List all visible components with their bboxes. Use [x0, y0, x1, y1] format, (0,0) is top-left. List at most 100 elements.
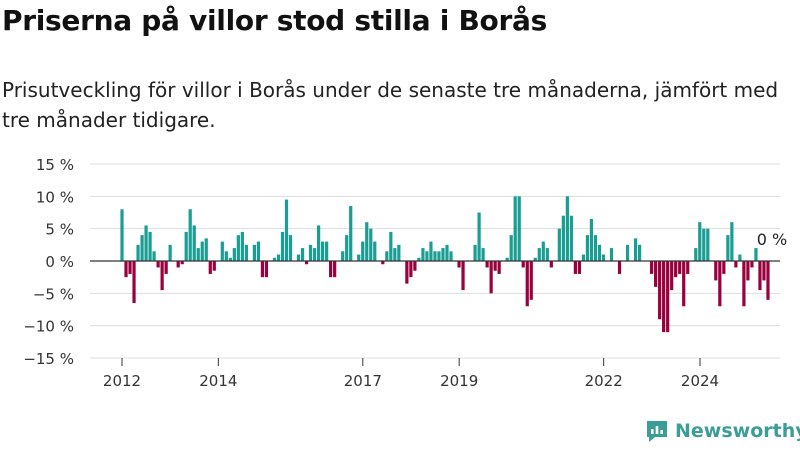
bar: [421, 248, 425, 261]
bar: [152, 251, 156, 261]
bar: [585, 235, 590, 261]
bar: [670, 261, 674, 291]
bar: [280, 231, 285, 261]
last-value-label: 0 %: [757, 230, 787, 249]
bar: [521, 261, 525, 268]
bar: [168, 244, 172, 261]
bar: [517, 196, 521, 261]
bar: [409, 261, 413, 278]
bar: [240, 231, 244, 261]
bar: [714, 261, 718, 281]
y-axis-labels: 15 % 10 % 5 % 0 % −5 % −10 % −15 %: [23, 156, 74, 368]
bar: [441, 248, 445, 261]
bar: [236, 235, 240, 261]
bar: [746, 261, 750, 281]
bar: [541, 241, 545, 261]
bar: [650, 261, 654, 274]
bar: [308, 244, 313, 261]
bar: [633, 238, 638, 261]
bar: [393, 248, 397, 261]
logo-text: Newsworthy: [675, 420, 800, 442]
bar: [184, 231, 188, 261]
bar: [341, 251, 345, 261]
bar: [272, 257, 277, 261]
bar: [557, 228, 561, 261]
bar: [136, 244, 140, 261]
bar: [569, 215, 573, 261]
bar: [549, 261, 553, 268]
bar: [762, 261, 766, 281]
bar: [164, 261, 168, 274]
bar: [489, 261, 493, 294]
bar: [312, 248, 317, 261]
bar: [156, 261, 160, 268]
bar: [505, 257, 509, 261]
bar: [433, 251, 437, 261]
bar: [413, 261, 417, 271]
x-tick-label: 2024: [681, 372, 719, 390]
bar: [144, 225, 148, 261]
bar: [497, 261, 501, 274]
bar: [722, 261, 726, 274]
bar: [601, 254, 606, 261]
bar: [389, 231, 393, 261]
bar: [288, 235, 293, 261]
bar: [200, 241, 204, 261]
bar: [329, 261, 333, 278]
bar: [609, 248, 614, 261]
bar: [180, 261, 184, 265]
bar: [597, 244, 602, 261]
bar: [698, 222, 702, 261]
y-tick-label: 5 %: [45, 221, 74, 239]
bar: [742, 261, 746, 307]
bar: [750, 261, 754, 268]
bar: [738, 254, 742, 261]
bar: [325, 241, 329, 261]
bar: [365, 222, 369, 261]
bar: [260, 261, 265, 278]
bar: [140, 235, 144, 261]
bar: [373, 241, 377, 261]
bar: [509, 235, 513, 261]
bar: [477, 212, 481, 261]
bar: [529, 261, 533, 300]
bar: [212, 261, 216, 271]
bar: [565, 196, 569, 261]
bar: [425, 251, 429, 261]
bar: [220, 241, 224, 261]
chart-subtitle: Prisutveckling för villor i Borås under …: [2, 78, 779, 132]
x-tick-label: 2014: [199, 372, 237, 390]
bar: [405, 261, 409, 284]
bar: [284, 199, 289, 261]
bar: [537, 248, 541, 261]
bar: [304, 261, 309, 265]
bar: [357, 254, 361, 261]
y-tick-label: −5 %: [33, 285, 74, 303]
y-tick-label: −10 %: [23, 318, 74, 336]
bar: [333, 261, 337, 278]
bar: [637, 244, 642, 261]
bar: [525, 261, 529, 307]
bar: [345, 235, 349, 261]
bar: [666, 261, 670, 333]
bar: [349, 206, 353, 261]
newsworthy-logo-icon: [647, 421, 667, 442]
bar: [654, 261, 658, 287]
bar: [702, 228, 706, 261]
bar: [437, 251, 441, 261]
y-tick-label: 15 %: [36, 156, 74, 174]
bar: [662, 261, 666, 333]
bar: [686, 261, 690, 274]
bar: [224, 251, 228, 261]
bar: [493, 261, 497, 271]
bar: [513, 196, 517, 261]
bar: [397, 244, 401, 261]
bar: [208, 261, 212, 274]
x-tick-label: 2017: [344, 372, 382, 390]
bar: [300, 248, 305, 261]
newsworthy-logo: Newsworthy: [645, 419, 800, 443]
bar: [296, 254, 301, 261]
bar: [754, 248, 758, 261]
bar: [228, 257, 232, 261]
